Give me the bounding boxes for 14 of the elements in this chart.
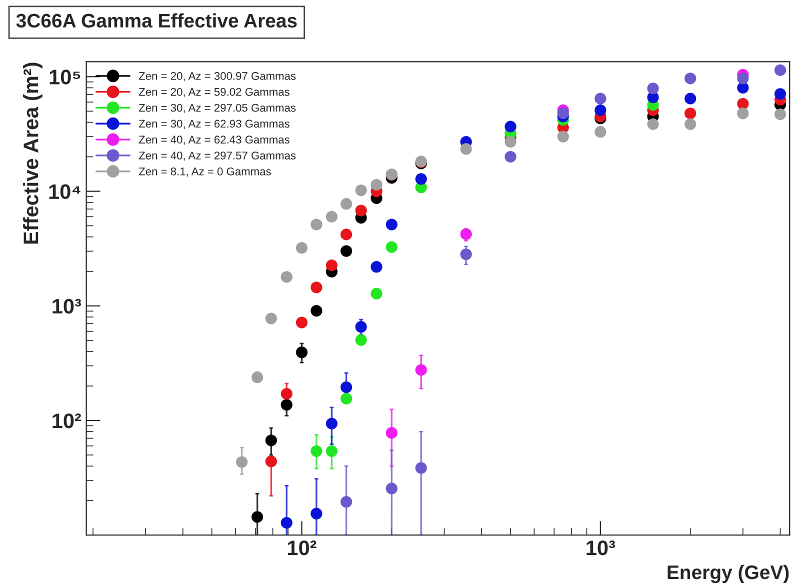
y-axis-title: Effective Area (m²) bbox=[23, 62, 42, 244]
legend-label: Zen = 30, Az = 62.93 Gammas bbox=[138, 120, 290, 129]
legend-label: Zen = 40, Az = 297.57 Gammas bbox=[138, 152, 296, 161]
y-tick-label: 10⁵ bbox=[50, 70, 80, 84]
x-axis-title: Energy (GeV) bbox=[668, 564, 789, 584]
legend-label: Zen = 20, Az = 300.97 Gammas bbox=[138, 72, 296, 82]
chart-title: 3C66A Gamma Effective Areas bbox=[16, 13, 297, 28]
legend-label: Zen = 40, Az = 62.43 Gammas bbox=[138, 136, 290, 145]
legend-label: Zen = 20, Az = 59.02 Gammas bbox=[138, 88, 290, 98]
legend-label: Zen = 8.1, Az = 0 Gammas bbox=[138, 168, 271, 177]
y-tick-label: 10⁴ bbox=[49, 184, 80, 200]
y-tick-label: 10² bbox=[52, 413, 82, 428]
legend-label: Zen = 30, Az = 297.05 Gammas bbox=[138, 104, 296, 114]
y-tick-label: 10³ bbox=[52, 298, 82, 314]
